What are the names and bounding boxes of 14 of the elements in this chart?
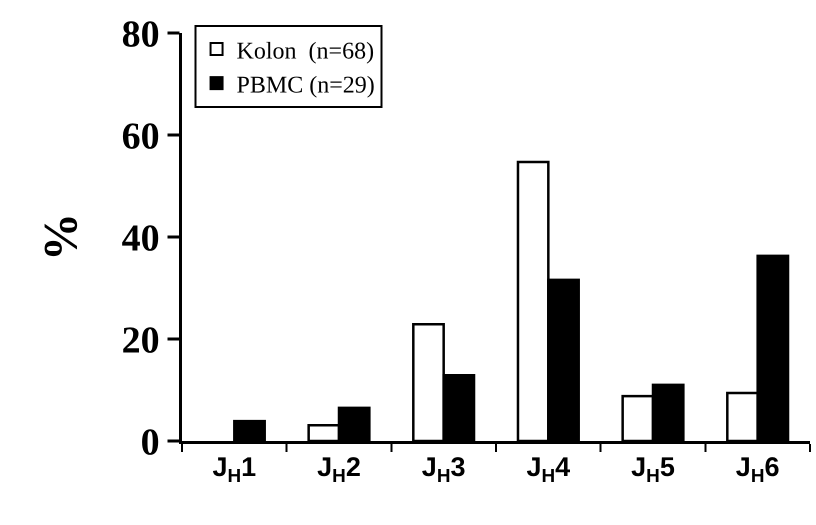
y-tick-label: 40 — [122, 217, 160, 260]
legend-label: PBMC (n=29) — [236, 72, 375, 98]
x-tick-label: J$_{H}$1 — [212, 452, 256, 487]
x-tick-label: J$_{H}$2 — [317, 452, 361, 487]
x-tick-label: J$_{H}$4 — [526, 452, 570, 487]
y-tick-label: 0 — [140, 421, 160, 464]
x-tick-label: J$_{H}$5 — [631, 452, 675, 487]
y-axis-title: % — [34, 213, 88, 261]
x-tick-label: J$_{H}$6 — [736, 452, 780, 487]
legend-label: Kolon (n=68) — [236, 38, 374, 64]
y-tick-label: 80 — [122, 13, 160, 56]
y-tick-label: 60 — [122, 115, 160, 158]
y-tick-label: 20 — [122, 319, 160, 362]
x-tick-label: J$_{H}$3 — [422, 452, 466, 487]
